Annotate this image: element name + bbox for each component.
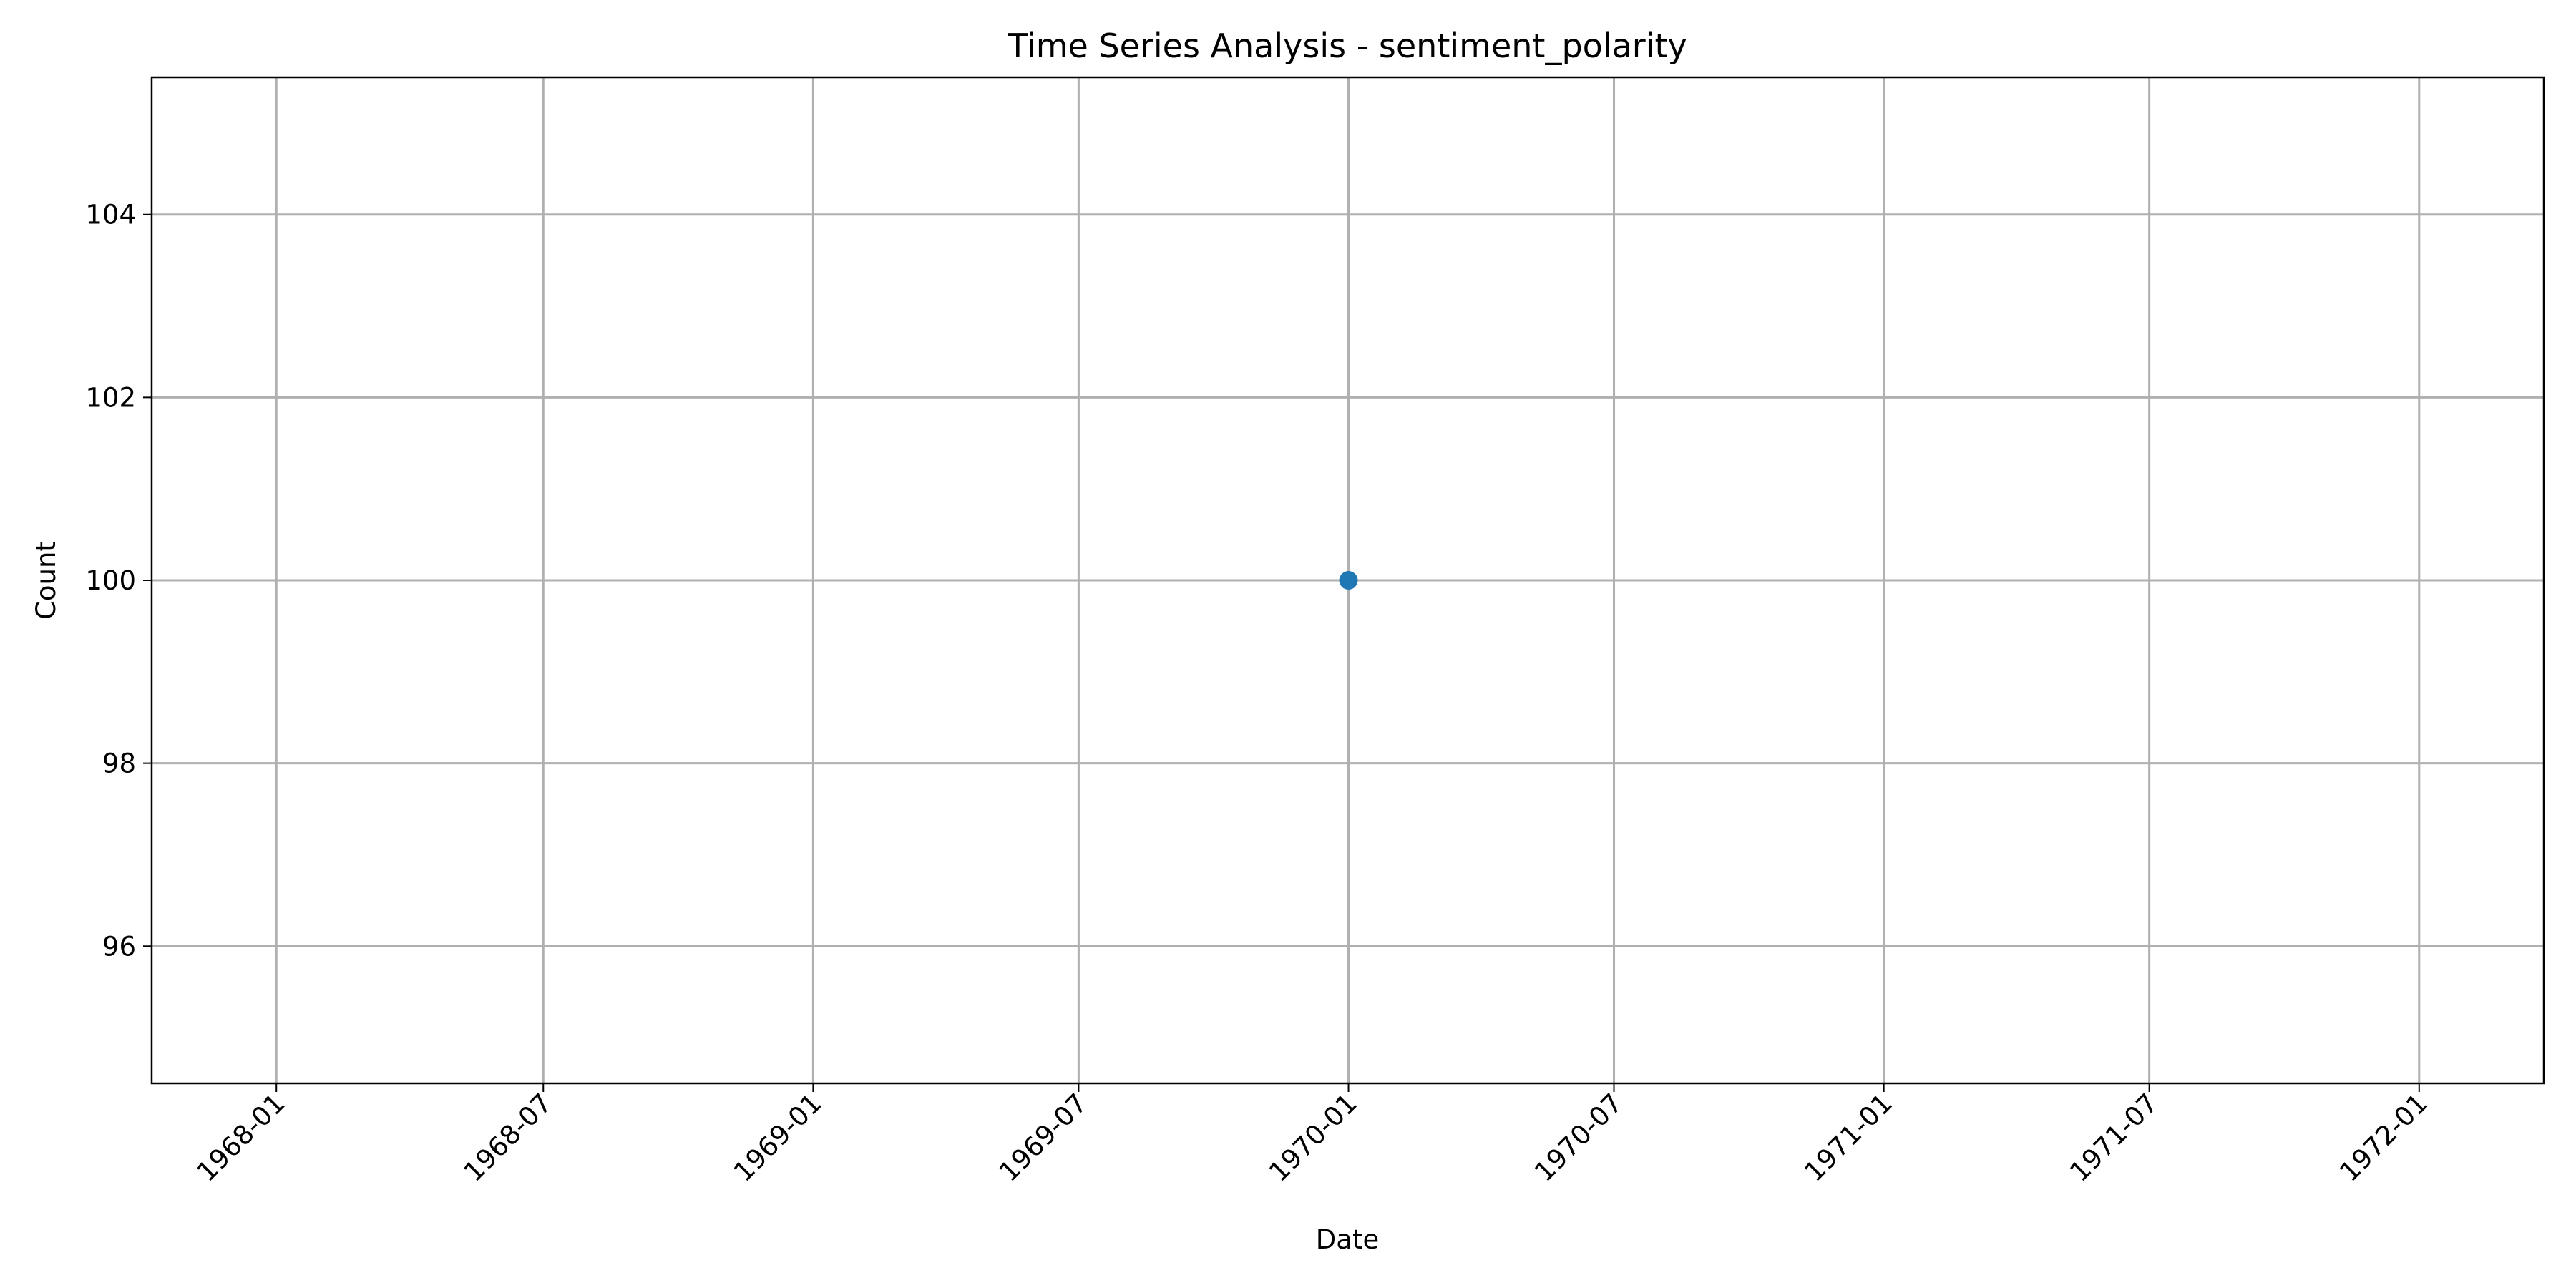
y-tick-label: 102 [85, 382, 136, 413]
grid-lines [152, 77, 2544, 1083]
y-axis-label: Count [31, 541, 62, 620]
x-axis-label: Date [1316, 1224, 1379, 1255]
y-tick-label: 98 [102, 748, 136, 779]
plot-frame [150, 76, 2545, 1085]
y-tick-label: 96 [102, 931, 136, 962]
y-tick-label: 104 [85, 200, 136, 230]
data-series [1339, 571, 1358, 590]
axis-ticks [143, 213, 2420, 1092]
y-tick-label: 100 [85, 565, 136, 596]
data-point [1339, 571, 1358, 590]
chart-title: Time Series Analysis - sentiment_polarit… [1007, 26, 1687, 65]
